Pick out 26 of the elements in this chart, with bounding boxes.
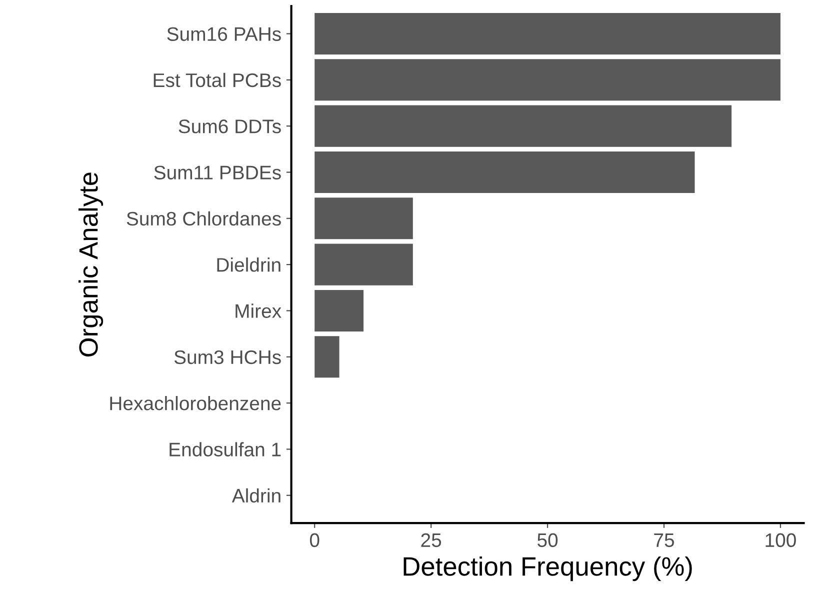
- bar: [314, 244, 413, 286]
- y-tick-label: Mirex: [236, 304, 282, 318]
- x-axis-title: Detection Frequency (%): [404, 556, 692, 582]
- y-tick-label: Dieldrin: [217, 258, 280, 272]
- y-tick-label: Aldrin: [232, 488, 280, 503]
- bar: [314, 105, 732, 147]
- bar: [314, 151, 695, 193]
- y-tick-label: Sum8 Chlordanes: [126, 211, 281, 226]
- x-tick-label: 75: [654, 534, 674, 548]
- x-tick-label: 25: [421, 533, 442, 548]
- bar: [314, 198, 413, 240]
- y-tick-label: Hexachlorobenzene: [110, 396, 281, 410]
- y-axis-title: Organic Analyte: [78, 172, 104, 356]
- y-tick-label: Endosulfan 1: [170, 442, 281, 456]
- y-tick-label: Est Total PCBs: [154, 72, 281, 88]
- y-tick-label: Sum6 DDTs: [178, 120, 281, 134]
- bar: [314, 290, 364, 332]
- bar: [314, 59, 780, 101]
- x-tick-label: 0: [310, 533, 320, 548]
- y-tick-label: Sum16 PAHs: [167, 27, 281, 41]
- x-tick-label: 100: [766, 533, 796, 548]
- bar: [314, 12, 780, 55]
- y-tick-label: Sum3 HCHs: [174, 350, 281, 364]
- x-tick-label: 50: [538, 533, 558, 548]
- bar: [314, 336, 340, 378]
- y-tick-label: Sum11 PBDEs: [154, 166, 281, 180]
